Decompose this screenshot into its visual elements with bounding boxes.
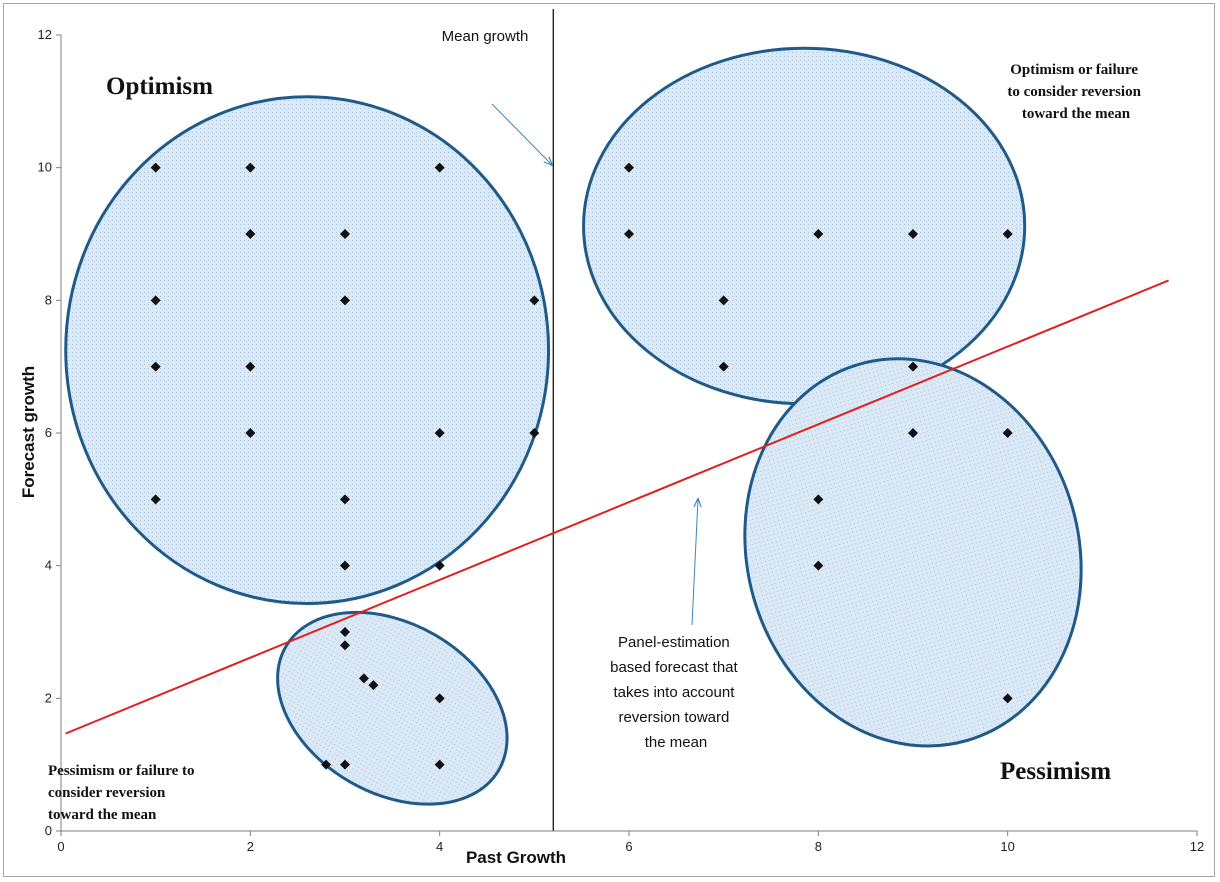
optimism-failure-label: Optimism or failure to consider reversio… xyxy=(1007,62,1144,122)
y-tick-label: 8 xyxy=(45,292,52,307)
regions-layer xyxy=(64,46,1083,806)
optimism-label: Optimism xyxy=(106,73,213,100)
data-point xyxy=(1002,693,1013,704)
region-pessimism-or-failure xyxy=(276,610,509,806)
data-point xyxy=(624,162,634,173)
x-tick-label: 10 xyxy=(1000,839,1014,854)
data-point xyxy=(434,428,445,438)
y-axis-title: Forecast growth xyxy=(19,366,38,498)
data-point xyxy=(813,229,824,239)
x-axis-title: Past Growth xyxy=(466,848,566,867)
pessimism-label: Pessimism xyxy=(1000,758,1111,785)
data-point xyxy=(358,673,369,684)
data-point xyxy=(529,428,540,438)
x-tick-label: 8 xyxy=(815,839,822,854)
panel-forecast-arrow xyxy=(691,499,698,626)
optimism-failure-line: toward the mean xyxy=(1022,106,1131,122)
data-point xyxy=(340,229,350,239)
pessimism-failure-line: toward the mean xyxy=(48,807,157,823)
data-point xyxy=(150,361,161,372)
points-layer xyxy=(150,162,1013,770)
data-point xyxy=(245,428,256,438)
data-point xyxy=(340,627,350,637)
pessimism-failure-line: consider reversion xyxy=(48,785,166,801)
panel-forecast-label: Panel-estimation based forecast that tak… xyxy=(610,634,742,751)
data-point xyxy=(529,295,540,306)
data-point xyxy=(150,295,161,306)
data-point xyxy=(624,229,634,239)
data-point xyxy=(245,162,256,173)
panel-forecast-line: reversion toward xyxy=(618,709,729,726)
y-tick-label: 0 xyxy=(45,823,52,838)
data-point xyxy=(434,560,445,571)
data-point xyxy=(340,759,350,770)
x-tick-label: 12 xyxy=(1190,839,1204,854)
data-point xyxy=(434,759,445,770)
x-tick-label: 0 xyxy=(57,839,64,854)
data-point xyxy=(340,295,350,306)
data-point xyxy=(340,640,350,651)
y-tick-label: 2 xyxy=(45,690,52,705)
data-point xyxy=(1002,229,1013,239)
lines-layer xyxy=(65,9,1169,831)
region-optimism xyxy=(64,95,551,605)
data-point xyxy=(718,361,729,372)
data-point xyxy=(813,560,824,571)
data-point xyxy=(908,428,918,438)
data-point xyxy=(813,494,824,505)
data-point xyxy=(718,295,729,306)
y-tick-label: 6 xyxy=(45,425,52,440)
data-point xyxy=(340,494,350,505)
panel-forecast-line: based forecast that xyxy=(610,659,738,676)
data-point xyxy=(908,361,918,372)
y-tick-label: 12 xyxy=(38,27,52,42)
data-point xyxy=(245,361,256,372)
y-tick-label: 10 xyxy=(38,160,52,175)
x-tick-label: 4 xyxy=(436,839,443,854)
mean-growth-label: Mean growth xyxy=(442,28,529,45)
panel-forecast-line: takes into account xyxy=(613,684,735,701)
optimism-failure-line: to consider reversion xyxy=(1007,84,1141,100)
optimism-failure-line: Optimism or failure xyxy=(1010,62,1138,78)
data-point xyxy=(908,229,918,239)
data-point xyxy=(245,229,256,239)
forecast-line xyxy=(65,279,1169,735)
x-tick-label: 6 xyxy=(625,839,632,854)
y-tick-label: 4 xyxy=(45,558,52,573)
data-point xyxy=(150,162,161,173)
data-point xyxy=(340,560,350,571)
data-point xyxy=(1002,428,1013,438)
pessimism-failure-label: Pessimism or failure to consider reversi… xyxy=(48,763,198,823)
panel-forecast-line: Panel-estimation xyxy=(618,634,730,651)
data-point xyxy=(434,162,445,173)
region-pessimism xyxy=(743,357,1083,748)
panel-forecast-line: the mean xyxy=(645,734,708,751)
data-point xyxy=(368,680,379,691)
axes-layer: 0 2 4 6 8 10 12 0 2 4 6 8 10 12 xyxy=(38,27,1205,854)
region-optimism-or-failure xyxy=(582,46,1027,406)
data-point xyxy=(150,494,161,505)
data-point xyxy=(434,693,445,704)
x-tick-label: 2 xyxy=(247,839,254,854)
chart-frame xyxy=(3,3,1215,877)
pessimism-failure-line: Pessimism or failure to xyxy=(48,763,195,779)
data-point xyxy=(321,759,332,770)
mean-growth-arrow xyxy=(491,103,552,165)
